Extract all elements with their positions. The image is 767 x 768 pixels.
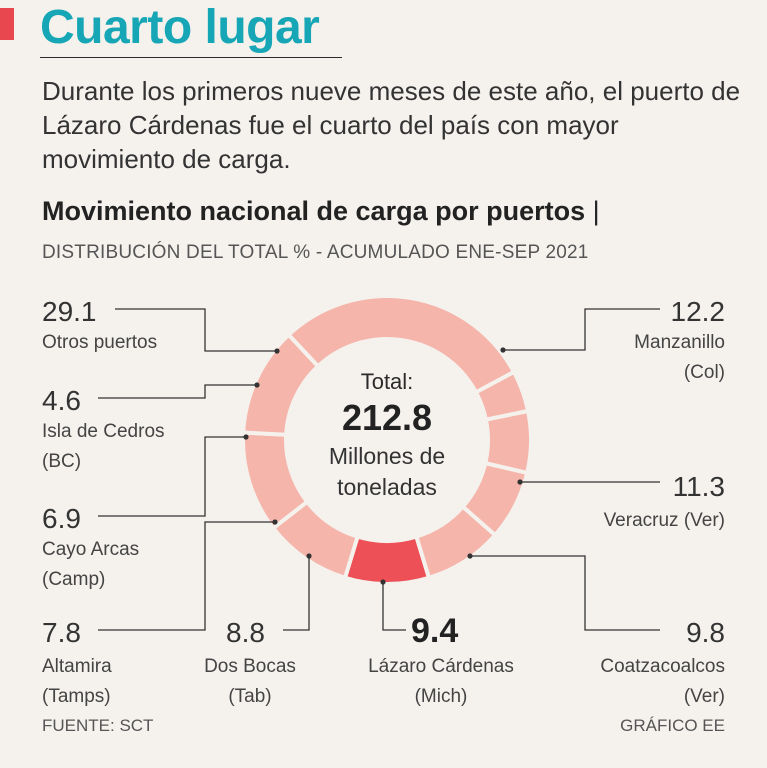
title-underline — [40, 57, 342, 58]
category-label-cayo-arcas-line2: (Camp) — [42, 569, 105, 590]
category-label-lazaro-cardenas-line2: (Mich) — [415, 686, 468, 707]
center-total-label: Total: — [361, 369, 414, 394]
leader-dot-veracruz — [517, 479, 523, 485]
value-label-cayo-arcas: 6.9 — [42, 503, 81, 534]
category-label-altamira: Altamira — [42, 656, 112, 677]
value-label-dos-bocas: 8.8 — [226, 617, 265, 648]
category-label-isla-de-cedros: Isla de Cedros — [42, 421, 165, 442]
donut-slices — [241, 294, 533, 586]
center-total-value: 212.8 — [342, 397, 432, 438]
category-label-coatzacoalcos: Coatzacoalcos — [600, 656, 725, 677]
category-label-veracruz: Veracruz (Ver) — [604, 510, 725, 531]
leader-line-dos-bocas — [283, 556, 310, 631]
category-label-otros-puertos: Otros puertos — [42, 332, 157, 353]
leader-dot-otros-puertos — [274, 348, 280, 354]
chart-subtitle: DISTRIBUCIÓN DEL TOTAL % - ACUMULADO ENE… — [42, 242, 589, 263]
category-label-lazaro-cardenas: Lázaro Cárdenas — [368, 656, 514, 677]
leader-dot-manzanillo — [500, 347, 506, 353]
slice-lazaro-cardenas — [342, 534, 432, 586]
value-label-altamira: 7.8 — [42, 617, 81, 648]
leader-dot-dos-bocas — [306, 553, 312, 559]
leader-dot-coatzacoalcos — [467, 553, 473, 559]
page-title: Cuarto lugar — [40, 1, 320, 54]
category-label-dos-bocas-line2: (Tab) — [228, 686, 271, 707]
category-label-cayo-arcas: Cayo Arcas — [42, 539, 139, 560]
chart-title-text: Movimiento nacional de carga por puertos — [42, 196, 586, 226]
donut-center: Total: 212.8 Millones de toneladas — [329, 369, 445, 500]
leader-line-manzanillo — [503, 308, 660, 351]
value-label-veracruz: 11.3 — [673, 471, 725, 502]
leader-dot-altamira — [272, 519, 278, 525]
value-label-otros-puertos: 29.1 — [42, 296, 97, 327]
leader-line-coatzacoalcos — [470, 555, 660, 631]
value-label-isla-de-cedros: 4.6 — [42, 385, 81, 416]
value-label-coatzacoalcos: 9.8 — [686, 617, 725, 648]
intro-text: Durante los primeros nueve meses de este… — [42, 76, 741, 174]
category-label-manzanillo: Manzanillo — [634, 332, 725, 353]
value-label-lazaro-cardenas: 9.4 — [411, 612, 458, 650]
slice-labels: 9.4 Lázaro Cárdenas (Mich) 9.8 Coatzacoalcos… — [42, 296, 725, 707]
leader-dot-lazaro-cardenas — [380, 579, 386, 585]
source-note: FUENTE: SCT — [42, 716, 154, 735]
leader-lines — [98, 308, 660, 631]
category-label-manzanillo-line2: (Col) — [684, 362, 725, 383]
chart-title: Movimiento nacional de carga por puertos… — [42, 196, 600, 227]
center-unit-line1: Millones de — [329, 443, 445, 469]
category-label-altamira-line2: (Tamps) — [42, 686, 111, 707]
slice-dos-bocas — [413, 503, 498, 581]
leader-line-otros-puertos — [115, 308, 277, 352]
category-label-dos-bocas: Dos Bocas — [204, 656, 296, 677]
center-unit-line2: toneladas — [337, 474, 437, 500]
credit-note: GRÁFICO EE — [620, 716, 725, 735]
leader-line-lazaro-cardenas — [382, 582, 406, 631]
accent-bar — [0, 8, 14, 40]
leader-dot-cayo-arcas — [243, 434, 249, 440]
leader-line-isla-de-cedros — [98, 384, 257, 399]
category-label-isla-de-cedros-line2: (BC) — [42, 451, 81, 472]
leader-dot-isla-de-cedros — [254, 382, 260, 388]
leader-line-cayo-arcas — [98, 436, 246, 517]
leader-line-altamira — [98, 521, 275, 631]
category-label-coatzacoalcos-line2: (Ver) — [684, 686, 725, 707]
chart-title-separator: | — [592, 196, 600, 226]
value-label-manzanillo: 12.2 — [671, 296, 726, 327]
